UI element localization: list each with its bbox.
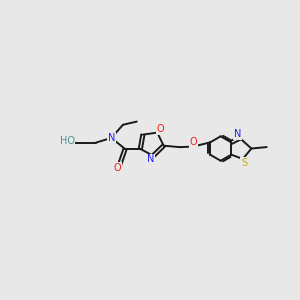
Text: N: N xyxy=(108,133,115,143)
Text: O: O xyxy=(157,124,165,134)
Text: N: N xyxy=(234,129,241,139)
Text: O: O xyxy=(190,137,197,147)
Text: HO: HO xyxy=(60,136,75,146)
Text: O: O xyxy=(114,163,121,173)
Text: N: N xyxy=(147,154,155,164)
Text: S: S xyxy=(241,158,247,168)
